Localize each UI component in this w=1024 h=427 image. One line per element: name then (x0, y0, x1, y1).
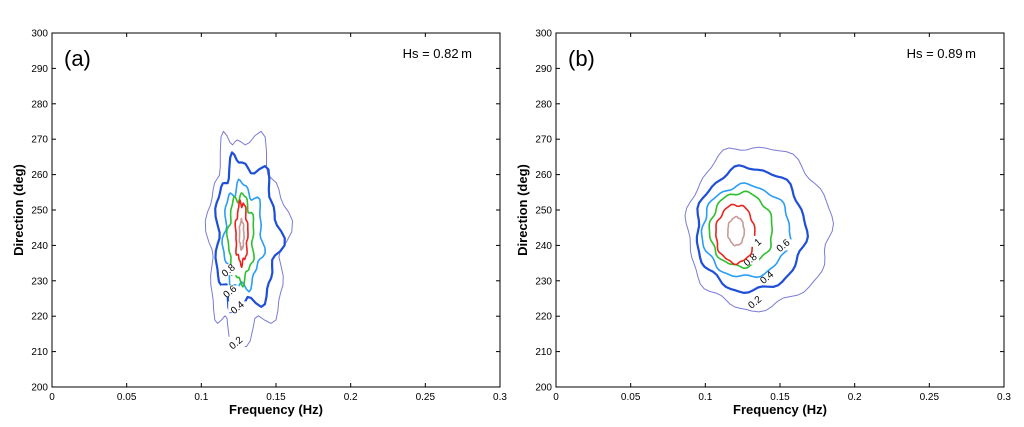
contour-label-bg-b-0.2 (745, 296, 764, 308)
contour-label-bg-a-0.4 (228, 301, 247, 313)
x-tick-label-b: 0.05 (621, 392, 641, 403)
y-tick-label-a: 270 (31, 135, 48, 146)
contour-a-0.8 (225, 192, 255, 288)
contour-label-bg-b-1 (748, 235, 767, 247)
y-tick-label-a: 200 (31, 383, 48, 394)
contour-label-bg-b-0.4 (757, 271, 776, 283)
x-tick-label-b: 0.1 (698, 392, 712, 403)
y-tick-label-b: 280 (535, 99, 552, 110)
x-tick-label-a: 0 (49, 392, 55, 403)
contour-label-bg-b-0.8 (741, 253, 760, 265)
contour-layer-a: 0.20.40.60.8 (204, 130, 293, 352)
x-tick-label-b: 0.15 (770, 392, 790, 403)
y-tick-label-a: 220 (31, 312, 48, 323)
contour-label-bg-a-0.2 (226, 336, 245, 348)
contour-label-b-1: 1 (753, 236, 765, 248)
x-tick-label-b: 0.2 (848, 392, 862, 403)
x-tick-label-a: 0.25 (416, 392, 436, 403)
y-tick-label-b: 260 (535, 170, 552, 181)
x-axis-label-a: Frequency (Hz) (229, 402, 323, 417)
y-tick-label-b: 230 (535, 276, 552, 287)
contour-b-0.6 (700, 182, 793, 279)
y-tick-label-a: 260 (31, 170, 48, 181)
panel-a: 0.20.40.60.8 0 0.05 0.1 0.15 0.2 0.25 0.3 200 21… (11, 29, 507, 418)
y-tick-label-b: 250 (535, 206, 552, 217)
contour-label-bg-a-0.6 (220, 285, 239, 297)
hs-annotation-b: Hs = 0.89 m (907, 46, 976, 61)
y-tick-label-b: 220 (535, 312, 552, 323)
contour-label-bg-b-0.6 (773, 239, 792, 251)
y-tick-label-a: 240 (31, 241, 48, 252)
y-tick-label-a: 290 (31, 64, 48, 75)
y-tick-label-b: 300 (535, 29, 552, 40)
contour-a-0.2 (204, 130, 293, 348)
y-tick-label-a: 300 (31, 29, 48, 40)
y-tick-label-b: 270 (535, 135, 552, 146)
panel-label-a: (a) (64, 46, 91, 71)
y-tick-label-b: 290 (535, 64, 552, 75)
ticks-a: 0 0.05 0.1 0.15 0.2 0.25 0.3 200 210 220 230 240 250… (31, 29, 507, 404)
hs-annotation-a: Hs = 0.82 m (403, 46, 472, 61)
x-tick-label-a: 0.05 (117, 392, 137, 403)
contour-a-1 (234, 199, 249, 269)
contour-a-1.2 (238, 217, 245, 252)
contour-a-0.6 (221, 178, 267, 293)
y-tick-label-a: 210 (31, 347, 48, 358)
contour-b-1.2 (726, 215, 746, 247)
panel-label-b: (b) (568, 46, 595, 71)
contour-label-bg-a-0.8 (219, 264, 238, 276)
panel-b: 0.20.40.60.81 0 0.05 0.1 0.15 0.2 0.25 0.32002… (515, 29, 1011, 418)
contour-b-0.2 (684, 146, 834, 313)
y-tick-label-b: 240 (535, 241, 552, 252)
x-tick-label-b: 0.3 (997, 392, 1011, 403)
y-axis-label-a: Direction (deg) (11, 164, 26, 256)
x-tick-label-b: 0 (553, 392, 559, 403)
ticks-b: 0 0.05 0.1 0.15 0.2 0.25 0.3 200 210 220 230 240 250… (535, 29, 1011, 404)
y-tick-label-b: 210 (535, 347, 552, 358)
x-tick-label-a: 0.1 (194, 392, 208, 403)
y-tick-label-b: 200 (535, 383, 552, 394)
x-tick-label-a: 0.15 (266, 392, 286, 403)
contour-b-0.4 (695, 164, 810, 294)
contour-a-0.4 (214, 151, 286, 314)
x-tick-label-a: 0.2 (344, 392, 358, 403)
y-tick-label-a: 230 (31, 276, 48, 287)
x-axis-label-b: Frequency (Hz) (733, 402, 827, 417)
y-axis-label-b: Direction (deg) (515, 164, 530, 256)
x-tick-label-b: 0.25 (920, 392, 940, 403)
contour-b-1 (714, 203, 756, 266)
y-tick-label-a: 280 (31, 99, 48, 110)
y-tick-label-a: 250 (31, 206, 48, 217)
x-tick-label-a: 0.3 (493, 392, 507, 403)
